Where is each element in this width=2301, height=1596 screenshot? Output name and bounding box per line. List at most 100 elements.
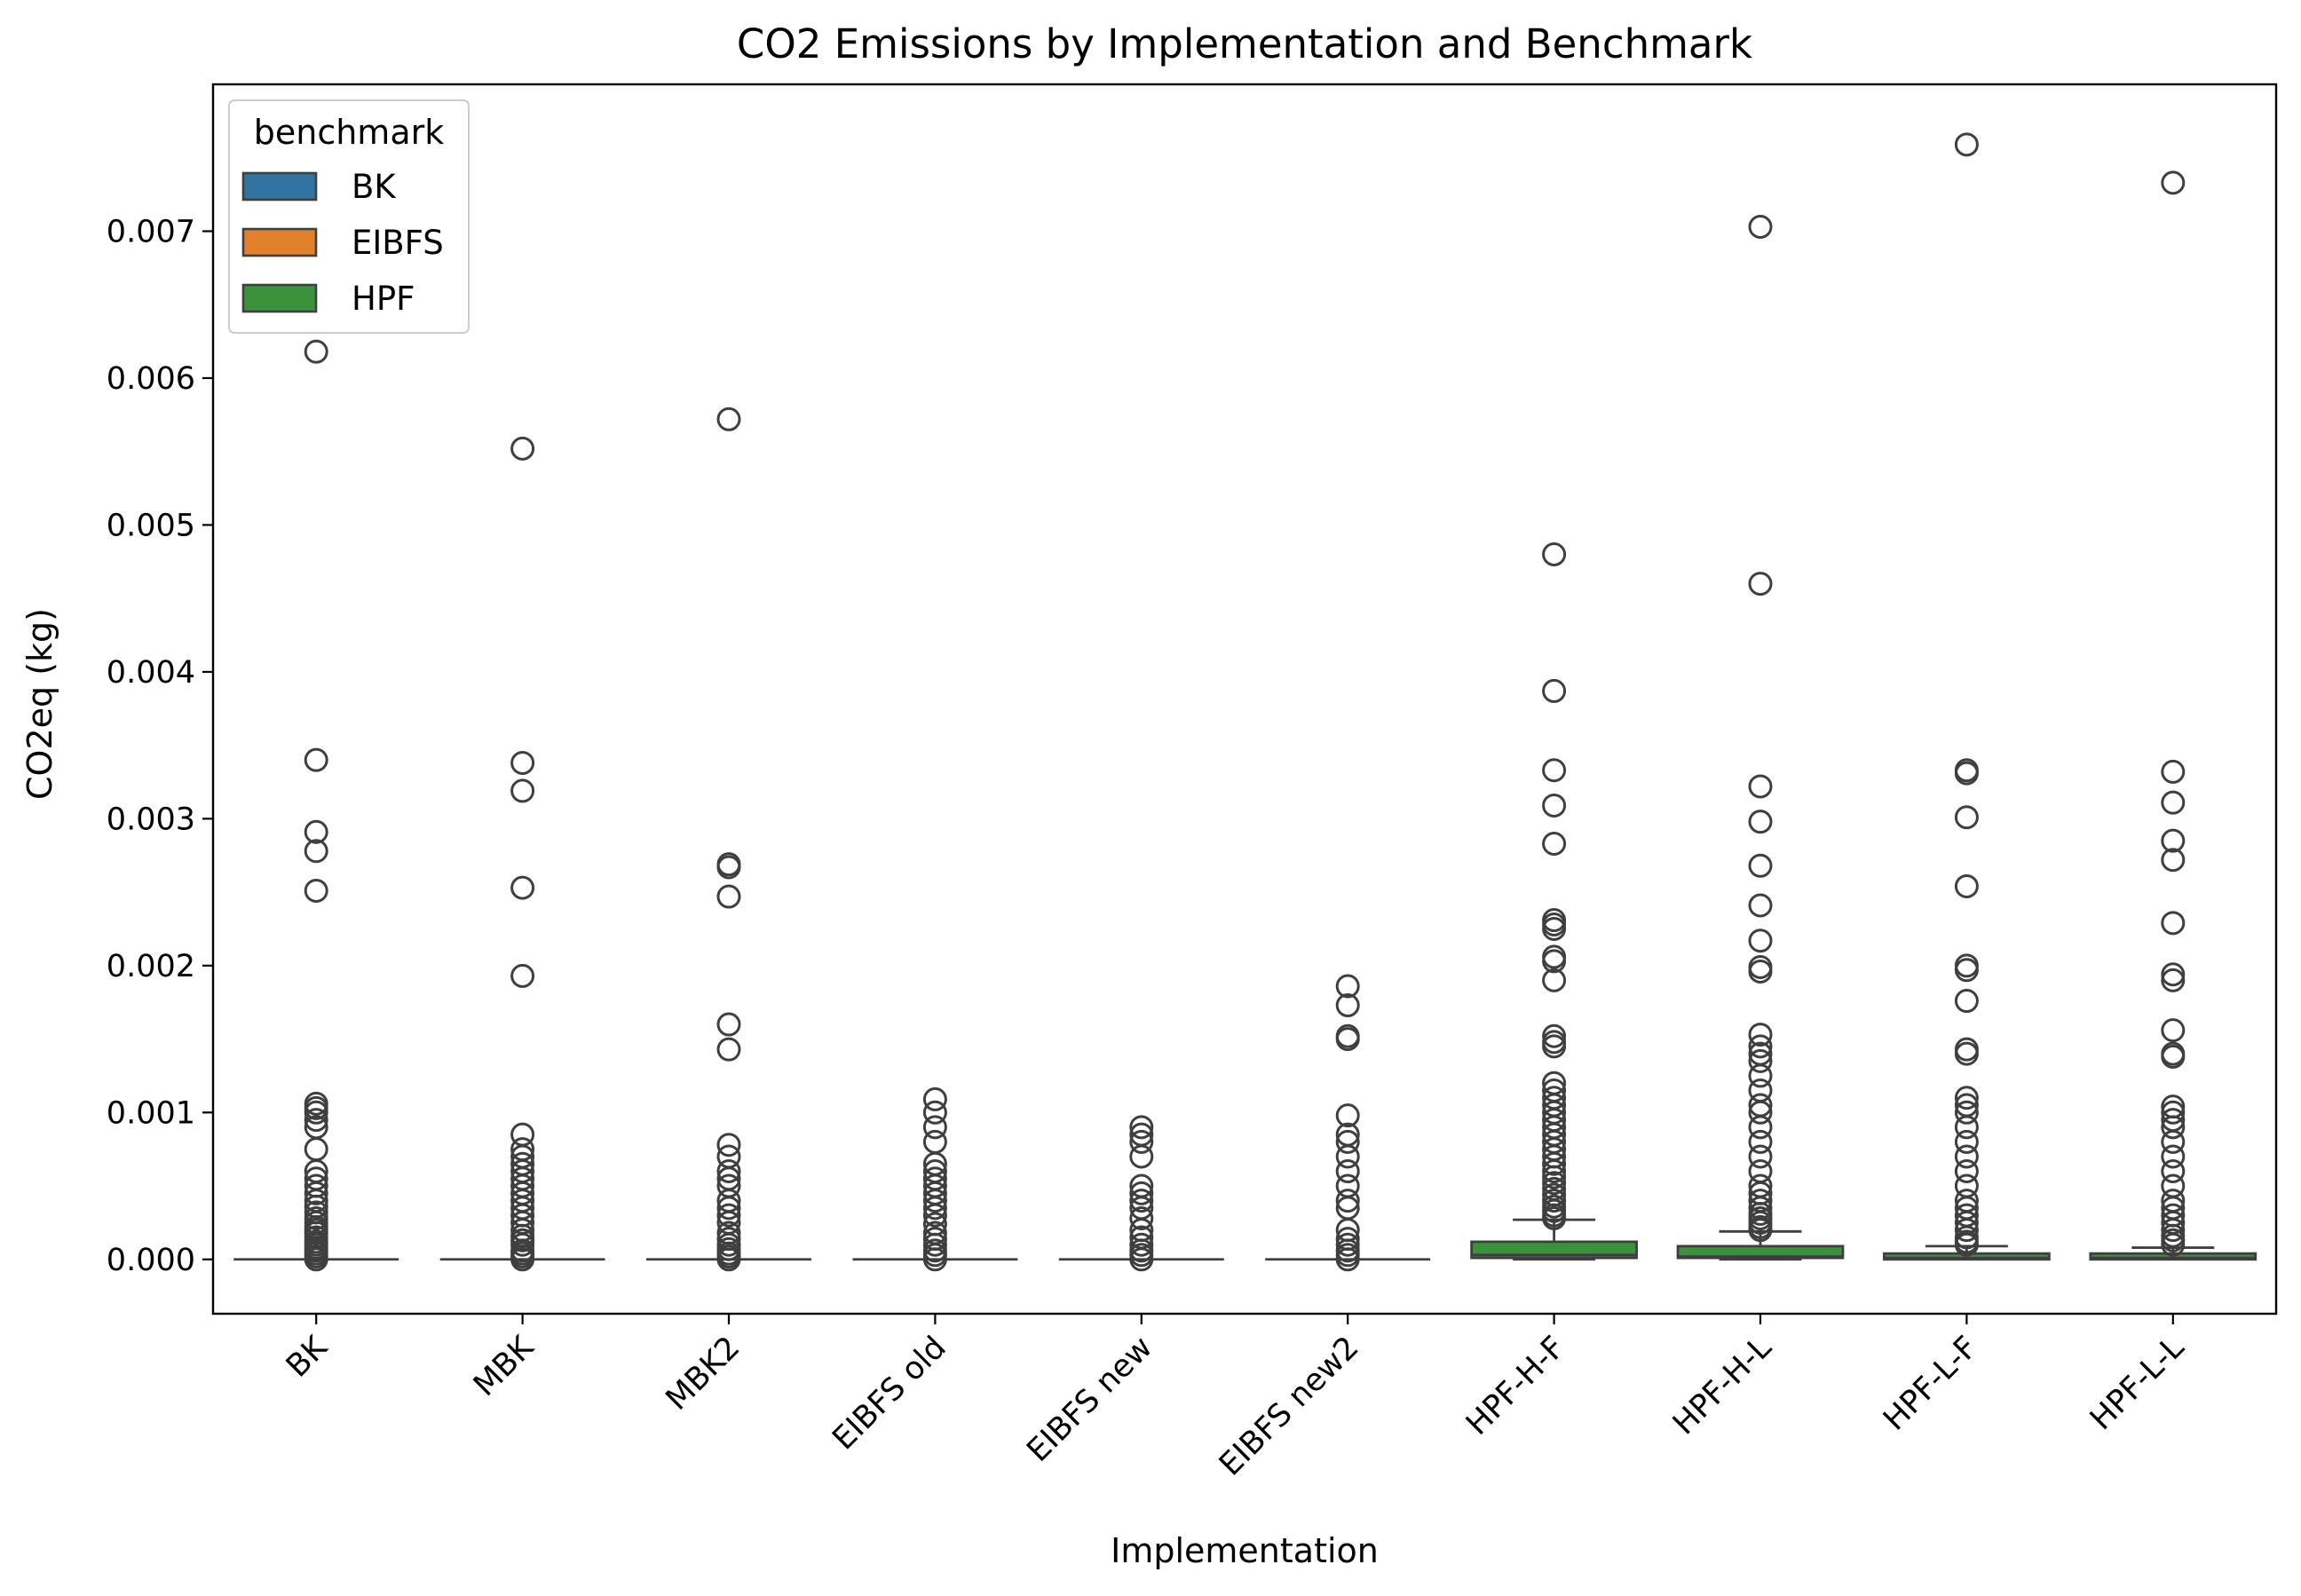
outlier-point xyxy=(510,778,535,803)
box-group xyxy=(1470,542,1638,1261)
outlier-point xyxy=(716,1133,741,1157)
outlier-point xyxy=(304,878,328,903)
legend-item: HPF xyxy=(241,280,415,318)
chart-title: CO2 Emissions by Implementation and Benc… xyxy=(737,20,1752,67)
outlier-point xyxy=(1748,1078,1773,1102)
outlier-point xyxy=(922,1212,947,1237)
outlier-point xyxy=(2161,1100,2186,1125)
outlier-point xyxy=(1542,542,1567,567)
outlier-point xyxy=(1748,1129,1773,1154)
outlier-point xyxy=(510,1122,535,1147)
outlier-point xyxy=(2161,828,2186,853)
outlier-point xyxy=(1954,1173,1979,1198)
outlier-point xyxy=(1954,1129,1979,1154)
outlier-point xyxy=(304,1205,328,1230)
outlier-point xyxy=(716,1144,741,1169)
outlier-point xyxy=(510,750,535,775)
outlier-point xyxy=(304,1108,328,1133)
outlier-point xyxy=(1954,873,1979,898)
axes-frame xyxy=(211,83,2278,1316)
y-tick-label: 0.004 xyxy=(107,655,195,691)
outlier-point xyxy=(1954,805,1979,830)
outlier-point xyxy=(1129,1115,1154,1140)
outlier-point xyxy=(1748,810,1773,834)
outlier-point xyxy=(1954,1189,1979,1213)
outlier-point xyxy=(304,839,328,864)
outlier-point xyxy=(2161,759,2186,784)
box-group xyxy=(1883,132,2051,1261)
outlier-point xyxy=(1748,1034,1773,1059)
outlier-point xyxy=(922,1086,947,1111)
outlier-point xyxy=(1542,968,1567,992)
outlier-point xyxy=(1542,1194,1567,1219)
outlier-point xyxy=(1129,1181,1154,1205)
box-group xyxy=(233,339,399,1272)
outlier-point xyxy=(2161,1144,2186,1169)
outlier-point xyxy=(1335,1103,1360,1128)
box-group xyxy=(852,1086,1018,1272)
box-body xyxy=(1676,1244,1845,1260)
outlier-point xyxy=(304,747,328,772)
legend-label: HPF xyxy=(352,280,415,318)
outlier-point xyxy=(1335,1232,1360,1257)
outlier-point xyxy=(304,1091,328,1116)
box-group xyxy=(2089,170,2258,1261)
box-group xyxy=(1058,1115,1224,1272)
outlier-point xyxy=(1542,793,1567,818)
box-group xyxy=(1265,974,1431,1272)
outlier-point xyxy=(2161,911,2186,936)
outlier-point xyxy=(1748,928,1773,953)
outlier-point xyxy=(2161,1094,2186,1119)
outlier-point xyxy=(1335,1173,1360,1198)
outlier-point xyxy=(1129,1173,1154,1198)
outlier-point xyxy=(1954,132,1979,157)
outlier-point xyxy=(1954,758,1979,783)
outlier-point xyxy=(1748,1173,1773,1198)
outlier-point xyxy=(1748,853,1773,878)
legend-title: benchmark xyxy=(254,113,445,152)
y-tick-label: 0.002 xyxy=(107,949,195,984)
outlier-point xyxy=(1129,1232,1154,1257)
outlier-point xyxy=(1335,993,1360,1018)
outlier-point xyxy=(1129,1122,1154,1147)
outlier-point xyxy=(1542,1171,1567,1196)
outlier-point xyxy=(1129,1189,1154,1213)
outlier-point xyxy=(2161,968,2186,992)
outlier-point xyxy=(1335,1189,1360,1213)
outlier-point xyxy=(1748,954,1773,979)
outlier-point xyxy=(1954,1144,1979,1169)
box-group xyxy=(439,436,605,1272)
outlier-point xyxy=(2161,1108,2186,1133)
legend-item: EIBFS xyxy=(241,224,444,262)
outlier-point xyxy=(304,819,328,844)
outlier-point xyxy=(1542,1030,1567,1055)
outlier-point xyxy=(1748,893,1773,918)
outlier-point xyxy=(304,1200,328,1225)
legend: benchmark BK EIBFS HPF xyxy=(228,99,470,334)
outlier-point xyxy=(1335,1158,1360,1183)
outlier-point xyxy=(1542,1023,1567,1048)
outlier-point xyxy=(922,1129,947,1154)
outlier-point xyxy=(1335,1227,1360,1252)
outlier-point xyxy=(1748,1144,1773,1169)
outlier-point xyxy=(304,339,328,364)
outlier-point xyxy=(716,1221,741,1245)
outlier-point xyxy=(1129,1129,1154,1154)
outlier-point xyxy=(922,1238,947,1263)
outlier-point xyxy=(510,1137,535,1162)
outlier-point xyxy=(716,1158,741,1183)
outlier-point xyxy=(1748,1048,1773,1073)
outlier-point xyxy=(1954,1037,1979,1062)
outlier-point xyxy=(1748,572,1773,597)
box-group xyxy=(1676,215,1845,1261)
outlier-point xyxy=(1954,989,1979,1014)
x-axis-label: Implementation xyxy=(1111,1531,1379,1570)
outlier-point xyxy=(922,1115,947,1140)
outlier-point xyxy=(1954,1093,1979,1118)
outlier-point xyxy=(1542,758,1567,783)
outlier-point xyxy=(1335,1129,1360,1154)
outlier-point xyxy=(1542,1071,1567,1095)
outlier-point xyxy=(716,852,741,877)
outlier-point xyxy=(2161,1203,2186,1228)
outlier-point xyxy=(1542,1086,1567,1110)
